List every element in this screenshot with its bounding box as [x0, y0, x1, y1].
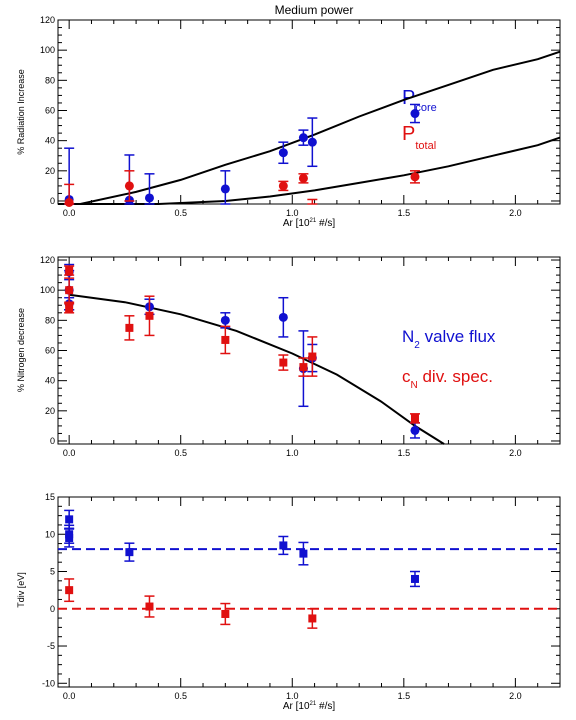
data-point: [307, 137, 317, 147]
y-tick-label: 20: [45, 406, 55, 416]
x-tick-label: 1.5: [398, 208, 411, 218]
y-tick-label: 120: [40, 255, 55, 265]
x-tick-label: 0.0: [63, 448, 76, 458]
data-point: [220, 184, 230, 194]
y-tick-label: 10: [45, 529, 55, 539]
data-point: [125, 548, 134, 557]
y-tick-label: 15: [45, 492, 55, 502]
x-tick-label: 2.0: [509, 691, 522, 701]
panel-radiation: % Radiation Increase Ar [1021 #/s] Pcore…: [16, 15, 561, 229]
y-axis-label: Tdiv [eV]: [16, 572, 26, 608]
y-tick-label: 0: [50, 436, 55, 446]
data-point: [278, 312, 288, 322]
y-tick-label: 100: [40, 285, 55, 295]
data-point: [125, 323, 134, 332]
x-tick-label: 2.0: [509, 448, 522, 458]
x-tick-label: 1.0: [286, 691, 299, 701]
fit-curve: [58, 50, 561, 205]
y-tick-label: 40: [45, 136, 55, 146]
panel-nitrogen: % Nitrogen decrease N2 valve flux cN div…: [16, 255, 561, 458]
data-point: [410, 425, 420, 435]
legend-cn-div-spec: cN div. spec.: [402, 367, 493, 391]
y-tick-label: 100: [40, 45, 55, 55]
plot-frame: [57, 256, 561, 445]
x-tick-label: 1.5: [398, 691, 411, 701]
data-point: [65, 286, 74, 295]
data-point: [298, 173, 308, 183]
y-tick-label: 20: [45, 166, 55, 176]
data-point: [221, 609, 230, 618]
plot-frame: [57, 19, 561, 205]
chart-title: Medium power: [275, 3, 354, 17]
x-tick-label: 0.5: [174, 448, 187, 458]
data-point: [410, 109, 420, 119]
y-axis-label: % Nitrogen decrease: [16, 308, 26, 392]
data-point: [279, 541, 288, 550]
data-point: [279, 358, 288, 367]
y-tick-label: 40: [45, 376, 55, 386]
data-point: [124, 181, 134, 191]
fit-curve: [69, 136, 561, 205]
x-axis-label: Ar [1021 #/s]: [283, 218, 335, 229]
x-tick-label: 0.0: [63, 691, 76, 701]
data-point: [65, 533, 74, 542]
data-point: [221, 335, 230, 344]
y-tick-label: 60: [45, 346, 55, 356]
fit-curve: [69, 293, 445, 445]
x-tick-label: 1.0: [286, 208, 299, 218]
data-point: [410, 172, 420, 182]
data-point: [65, 586, 74, 595]
data-point: [65, 266, 74, 275]
y-tick-label: 80: [45, 315, 55, 325]
y-axis-label: % Radiation Increase: [16, 69, 26, 155]
data-point: [299, 363, 308, 372]
y-tick-label: 120: [40, 15, 55, 25]
x-axis-label: Ar [1021 #/s]: [283, 701, 335, 712]
panel-tdiv: Tdiv [eV] Ar [1021 #/s] 0.0 0.5 1.0 1.5 2.0 -…: [16, 492, 561, 712]
y-tick-label: 60: [45, 105, 55, 115]
data-point: [65, 515, 74, 524]
x-tick-label: 1.0: [286, 448, 299, 458]
data-point: [220, 315, 230, 325]
data-point: [308, 614, 317, 623]
data-point: [145, 311, 154, 320]
data-point: [278, 181, 288, 191]
data-point: [298, 133, 308, 143]
legend-p-total: Ptotal: [402, 123, 436, 152]
data-point: [65, 304, 74, 313]
data-point: [64, 197, 74, 207]
y-tick-label: -10: [42, 678, 55, 688]
data-point: [308, 352, 317, 361]
x-tick-label: 2.0: [509, 208, 522, 218]
x-tick-label: 0.0: [63, 208, 76, 218]
y-tick-label: -5: [47, 641, 55, 651]
data-point: [299, 549, 308, 558]
data-point: [278, 148, 288, 158]
x-tick-label: 1.5: [398, 448, 411, 458]
y-tick-label: 0: [50, 196, 55, 206]
data-point: [145, 602, 154, 611]
y-tick-label: 80: [45, 75, 55, 85]
legend-n2-valve-flux: N2 valve flux: [402, 327, 496, 351]
plot-frame: [57, 496, 561, 688]
x-tick-label: 0.5: [174, 691, 187, 701]
data-point: [410, 574, 419, 583]
y-tick-label: 5: [50, 567, 55, 577]
data-point: [144, 193, 154, 203]
x-tick-label: 0.5: [174, 208, 187, 218]
data-point: [410, 414, 419, 423]
y-tick-label: 0: [50, 604, 55, 614]
